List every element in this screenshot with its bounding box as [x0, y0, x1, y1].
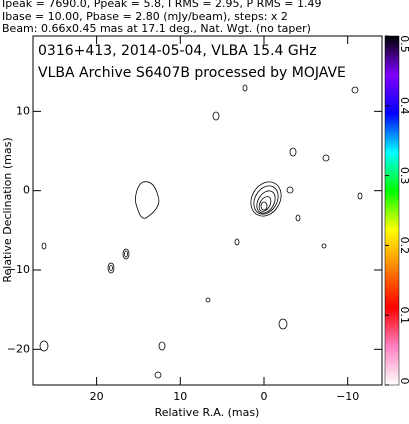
plot-frame: [32, 35, 383, 386]
header-line: Beam: 0.66x0.45 mas at 17.1 deg., Nat. W…: [2, 22, 311, 35]
colorbar: [384, 35, 400, 386]
x-tick-label: 10: [173, 390, 187, 403]
header-line: Ipeak = 7690.0, Ppeak = 5.8, I RMS = 2.9…: [2, 0, 322, 10]
y-tick-label: −20: [7, 342, 30, 355]
x-tick-label: 20: [90, 390, 104, 403]
colorbar-tick-label: 0: [398, 378, 409, 385]
y-axis-label: Relative Declination (mas): [1, 137, 14, 282]
chart-subtitle: VLBA Archive S6407B processed by MOJAVE: [38, 65, 346, 81]
colorbar-tick-label: 0.1: [398, 306, 409, 324]
colorbar-tick-label: 0.3: [398, 167, 409, 185]
x-tick-label: 0: [260, 390, 267, 403]
contours: [39, 84, 363, 379]
y-tick-label: 10: [16, 104, 30, 117]
y-tick-label: −10: [7, 263, 30, 276]
colorbar-tick-label: 0.4: [398, 97, 409, 115]
colorbar-tick-label: 0.2: [398, 237, 409, 255]
y-tick-label: 0: [23, 184, 30, 197]
x-tick-label: −10: [336, 390, 359, 403]
x-axis-label: Relative R.A. (mas): [155, 406, 260, 419]
header-line: Ibase = 10.00, Pbase = 2.80 (mJy/beam), …: [2, 10, 288, 23]
chart-title: 0316+413, 2014-05-04, VLBA 15.4 GHz: [38, 43, 317, 59]
colorbar-tick-label: 0.5: [398, 35, 409, 53]
